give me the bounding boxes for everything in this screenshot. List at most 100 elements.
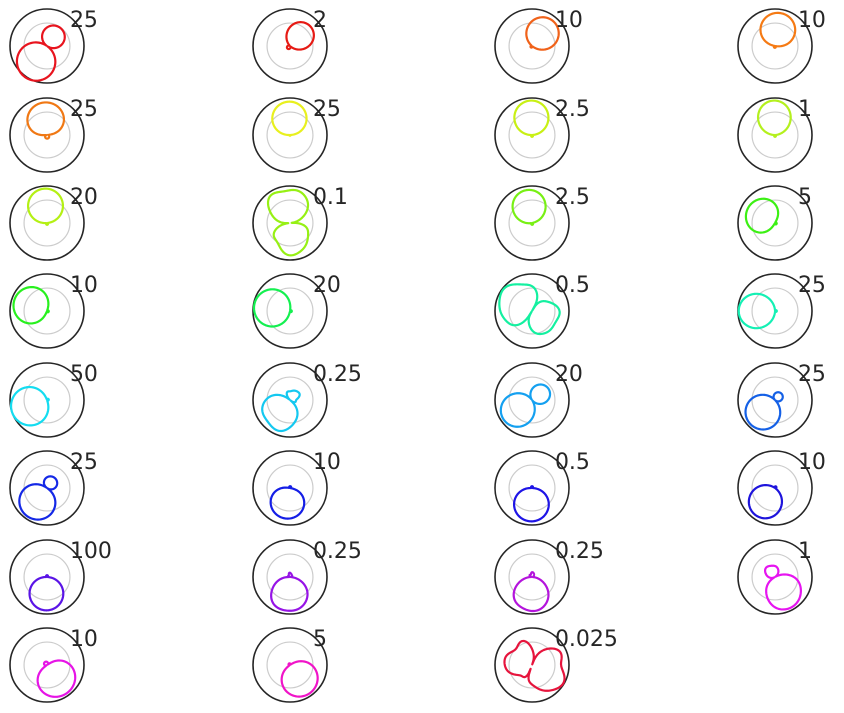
radial-max-label: 10 [555, 8, 583, 33]
outer-ring [737, 362, 813, 438]
inner-ring [508, 111, 556, 159]
polar-panel-16: 25 [737, 273, 826, 349]
outer-ring [252, 539, 328, 615]
trace-line [18, 475, 59, 521]
radial-max-label: 5 [313, 627, 327, 652]
inner-ring [508, 553, 556, 601]
polar-panel-22: 10 [252, 450, 341, 526]
inner-ring [751, 464, 799, 512]
radial-max-label: 0.025 [555, 627, 618, 652]
trace-line [280, 660, 319, 698]
polar-panel-10: 0.1 [252, 185, 348, 261]
outer-ring [252, 97, 328, 173]
trace-line [252, 288, 293, 328]
inner-ring [266, 553, 314, 601]
polar-panel-19: 20 [494, 362, 583, 438]
radial-max-label: 0.25 [555, 539, 604, 564]
radial-max-label: 10 [70, 627, 98, 652]
polar-panel-30: 5 [252, 627, 328, 703]
radial-max-label: 25 [313, 97, 341, 122]
polar-panel-21: 25 [9, 450, 98, 526]
trace-line [747, 484, 784, 520]
outer-ring [9, 450, 85, 526]
polar-panel-23: 0.5 [494, 450, 590, 526]
polar-panel-9: 20 [9, 185, 98, 261]
outer-ring [252, 273, 328, 349]
inner-ring [508, 22, 556, 70]
inner-ring [266, 22, 314, 70]
trace-line [737, 292, 778, 330]
radial-max-label: 100 [70, 539, 112, 564]
polar-panel-27: 0.25 [494, 539, 604, 615]
radial-max-label: 10 [798, 450, 826, 475]
inner-ring [266, 287, 314, 335]
outer-ring [494, 185, 570, 261]
trace-line [756, 99, 792, 138]
polar-panel-24: 10 [737, 450, 826, 526]
polar-panel-5: 25 [9, 97, 98, 173]
polar-panel-2: 2 [252, 8, 328, 84]
trace-line [271, 100, 308, 137]
trace-line [763, 564, 802, 611]
inner-ring [508, 641, 556, 689]
outer-ring [737, 97, 813, 173]
trace-line [261, 389, 301, 433]
inner-ring [266, 464, 314, 512]
outer-ring [737, 539, 813, 615]
radial-max-label: 25 [70, 8, 98, 33]
polar-panel-12: 5 [737, 185, 813, 261]
trace-line [28, 574, 65, 612]
radial-max-label: 0.5 [555, 450, 590, 475]
polar-panel-29: 10 [9, 627, 98, 703]
outer-ring [494, 273, 570, 349]
radial-max-label: 25 [798, 362, 826, 387]
inner-ring [23, 287, 71, 335]
trace-line [15, 24, 66, 82]
trace-line [512, 571, 550, 613]
inner-ring [23, 553, 71, 601]
outer-ring [737, 450, 813, 526]
trace-line [9, 385, 50, 427]
inner-ring [508, 287, 556, 335]
radial-max-label: 20 [313, 273, 341, 298]
polar-panel-31: 0.025 [494, 627, 618, 703]
outer-ring [252, 450, 328, 526]
outer-ring [494, 539, 570, 615]
inner-ring [751, 287, 799, 335]
inner-ring [508, 199, 556, 247]
radial-max-label: 2 [313, 8, 327, 33]
polar-panel-7: 2.5 [494, 97, 590, 173]
trace-line [744, 391, 784, 431]
trace-line [744, 197, 780, 234]
polar-panel-11: 2.5 [494, 185, 590, 261]
inner-ring [751, 199, 799, 247]
outer-ring [9, 8, 85, 84]
outer-ring [494, 450, 570, 526]
polar-panel-6: 25 [252, 97, 341, 173]
radial-max-label: 10 [70, 273, 98, 298]
polar-panel-3: 10 [494, 8, 583, 84]
outer-ring [252, 627, 328, 703]
radial-max-label: 10 [313, 450, 341, 475]
outer-ring [252, 8, 328, 84]
inner-ring [266, 111, 314, 159]
inner-ring [508, 376, 556, 424]
inner-ring [266, 199, 314, 247]
inner-ring [751, 111, 799, 159]
radial-max-label: 0.5 [555, 273, 590, 298]
outer-ring [737, 8, 813, 84]
trace-line [499, 383, 552, 428]
trace-line [525, 16, 560, 51]
inner-ring [508, 464, 556, 512]
radial-max-label: 0.1 [313, 185, 348, 210]
outer-ring [494, 97, 570, 173]
polar-panel-8: 1 [737, 97, 813, 173]
trace-line [513, 99, 550, 138]
trace-line [759, 11, 797, 49]
inner-ring [23, 199, 71, 247]
inner-ring [23, 376, 71, 424]
radial-max-label: 25 [70, 97, 98, 122]
radial-max-label: 20 [70, 185, 98, 210]
outer-ring [494, 627, 570, 703]
